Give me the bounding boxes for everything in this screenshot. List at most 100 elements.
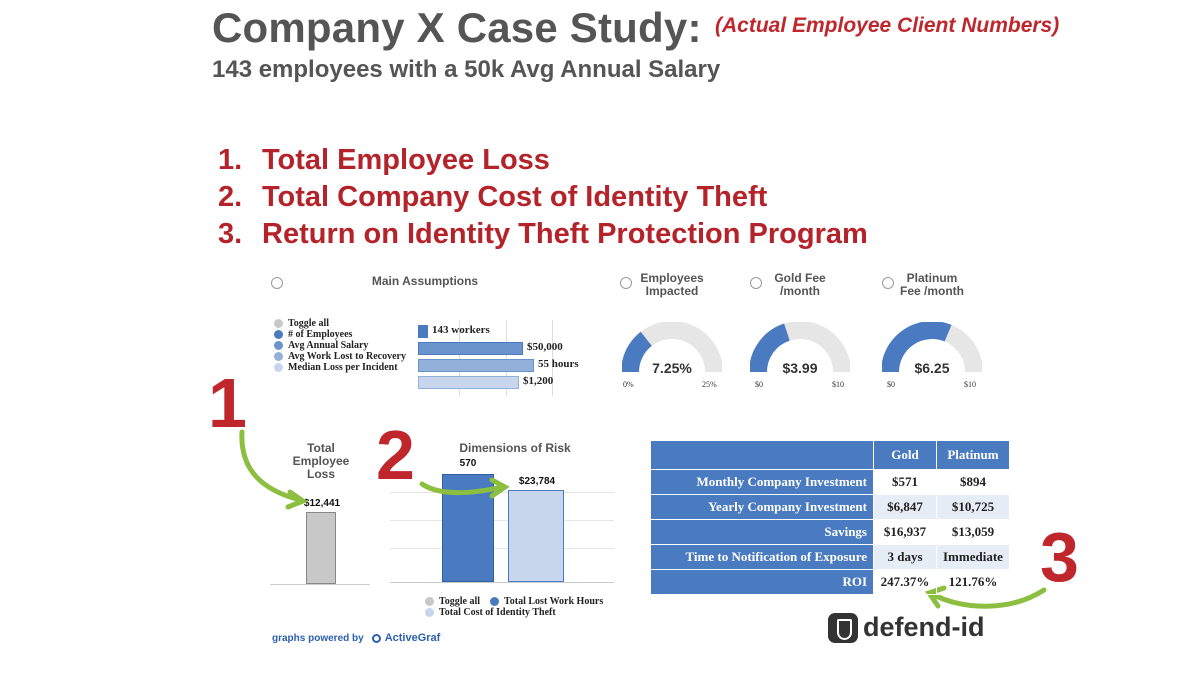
gauge-max: $10 bbox=[832, 380, 844, 389]
gauge-fill bbox=[882, 322, 952, 373]
assumption-bar-employees[interactable] bbox=[418, 325, 428, 338]
legend-median-loss[interactable]: Median Loss per Incident bbox=[274, 362, 406, 373]
risk-bar-cost[interactable] bbox=[508, 490, 564, 582]
table-row: Savings $16,937 $13,059 bbox=[650, 519, 1010, 545]
arrow-one bbox=[239, 429, 303, 503]
risk-legend: Toggle all Total Lost Work Hours Total C… bbox=[425, 596, 615, 618]
page-subtitle: 143 employees with a 50k Avg Annual Sala… bbox=[212, 56, 721, 83]
roi-header-gold: Gold bbox=[873, 440, 937, 470]
main-assumptions-legend: Toggle all # of Employees Avg Annual Sal… bbox=[274, 318, 406, 373]
table-row: Time to Notification of Exposure 3 days … bbox=[650, 544, 1010, 570]
gauge-title-line: Impacted bbox=[645, 284, 699, 298]
employee-loss-data-label: $12,441 bbox=[303, 498, 341, 509]
history-icon[interactable] bbox=[882, 277, 894, 289]
legend-lost-hours[interactable]: Total Lost Work Hours bbox=[490, 596, 603, 607]
goal-item: 2. Total Company Cost of Identity Theft bbox=[218, 179, 868, 216]
assumption-bar-salary[interactable] bbox=[418, 342, 523, 355]
gauge-min: $0 bbox=[755, 380, 763, 389]
legend-label: Avg Work Lost to Recovery bbox=[288, 351, 406, 362]
gauge-title-line: Employees bbox=[640, 271, 704, 285]
legend-salary[interactable]: Avg Annual Salary bbox=[274, 340, 406, 351]
legend-label: # of Employees bbox=[288, 329, 353, 340]
gauge-fill bbox=[750, 323, 791, 373]
legend-dot bbox=[490, 597, 500, 606]
assumption-bar-work-lost[interactable] bbox=[418, 359, 534, 372]
roi-gold-value: 247.37% bbox=[873, 569, 937, 595]
marker-two: 2 bbox=[376, 416, 415, 494]
legend-toggle-all[interactable]: Toggle all bbox=[425, 596, 480, 607]
activegraf-link[interactable]: ActiveGraf bbox=[384, 632, 441, 644]
gauge-max: $10 bbox=[964, 380, 976, 389]
assumption-bar-label: 55 hours bbox=[538, 358, 579, 370]
gauge-gold-fee: Gold Fee/month $3.99 $0 $10 bbox=[740, 271, 860, 389]
history-icon[interactable] bbox=[271, 277, 283, 289]
assumption-bar-median-loss[interactable] bbox=[418, 376, 519, 389]
gauge-title-line: Gold Fee bbox=[774, 271, 826, 285]
assumption-bar-label: $1,200 bbox=[523, 375, 554, 387]
powered-by: graphs powered by ActiveGraf bbox=[272, 632, 440, 644]
employee-loss-chart: $12,441 bbox=[270, 474, 370, 586]
legend-label: Total Lost Work Hours bbox=[504, 596, 604, 607]
legend-label: Avg Annual Salary bbox=[288, 340, 369, 351]
table-row: ROI 247.37% 121.76% bbox=[650, 569, 1010, 595]
legend-employees[interactable]: # of Employees bbox=[274, 329, 406, 340]
roi-table: Gold Platinum Monthly Company Investment… bbox=[650, 440, 1010, 595]
gauge-min: 0% bbox=[623, 380, 634, 389]
legend-dot bbox=[425, 597, 434, 606]
gauge-platinum-fee: Platinum Fee /month $6.25 $0 $10 bbox=[872, 272, 992, 389]
roi-row-label: Yearly Company Investment bbox=[650, 494, 874, 520]
employee-loss-title: Total Employee Loss bbox=[292, 441, 350, 481]
roi-header-row: Gold Platinum bbox=[650, 440, 1010, 470]
roi-header-platinum: Platinum bbox=[936, 440, 1010, 470]
goal-number: 2. bbox=[218, 181, 243, 213]
assumption-bar-label: $50,000 bbox=[527, 341, 563, 353]
table-row: Monthly Company Investment $571 $894 bbox=[650, 469, 1010, 495]
defend-id-logo: defend-id bbox=[828, 612, 985, 643]
logo-text: defend-id bbox=[863, 612, 985, 642]
risk-data-label: 570 bbox=[459, 458, 477, 469]
goal-text: Return on Identity Theft Protection Prog… bbox=[262, 218, 868, 250]
roi-row-label: Time to Notification of Exposure bbox=[650, 544, 874, 570]
roi-gold-value: $16,937 bbox=[873, 519, 937, 545]
legend-dot bbox=[274, 330, 283, 339]
employee-loss-bar[interactable] bbox=[306, 512, 336, 584]
gauge-title: Employees Impacted bbox=[612, 272, 732, 298]
assumptions-bar-chart: 143 workers $50,000 55 hours $1,200 bbox=[414, 320, 582, 396]
arrow-three bbox=[929, 587, 1047, 609]
legend-cost[interactable]: Total Cost of Identity Theft bbox=[425, 607, 615, 618]
gauge-max: 25% bbox=[702, 380, 717, 389]
legend-label: Total Cost of Identity Theft bbox=[439, 607, 556, 618]
gauge-dial bbox=[622, 322, 722, 373]
legend-toggle-all[interactable]: Toggle all bbox=[274, 318, 406, 329]
gauge-value: 7.25% bbox=[652, 360, 692, 376]
roi-gold-value: $6,847 bbox=[873, 494, 937, 520]
assumption-bar-label: 143 workers bbox=[432, 324, 490, 336]
risk-data-label: $23,784 bbox=[518, 476, 556, 487]
gauge-title: Platinum Fee /month bbox=[872, 272, 992, 298]
goal-item: 3. Return on Identity Theft Protection Pr… bbox=[218, 216, 868, 253]
roi-platinum-value: $894 bbox=[936, 469, 1010, 495]
legend-label: Toggle all bbox=[288, 318, 330, 329]
marker-one: 1 bbox=[208, 364, 247, 442]
table-row: Yearly Company Investment $6,847 $10,725 bbox=[650, 494, 1010, 520]
gauge-dial bbox=[750, 322, 850, 373]
legend-dot bbox=[274, 363, 283, 372]
history-icon[interactable] bbox=[750, 277, 762, 289]
roi-row-label: ROI bbox=[650, 569, 874, 595]
arrow-two bbox=[419, 481, 505, 496]
legend-dot bbox=[274, 352, 283, 361]
gauge-title-line: /month bbox=[780, 284, 820, 298]
legend-dot bbox=[274, 341, 283, 350]
history-icon[interactable] bbox=[620, 277, 632, 289]
gauge-title-line: Fee /month bbox=[899, 284, 964, 298]
gauge-value: $6.25 bbox=[914, 360, 950, 376]
goal-text: Total Employee Loss bbox=[262, 144, 550, 176]
title-note: (Actual Employee Client Numbers) bbox=[715, 14, 1060, 37]
legend-dot bbox=[274, 319, 283, 328]
roi-platinum-value: $13,059 bbox=[936, 519, 1010, 545]
goals-list: 1. Total Employee Loss 2. Total Company Co… bbox=[218, 142, 868, 253]
legend-label: Median Loss per Incident bbox=[288, 362, 398, 373]
powered-by-text: graphs powered by bbox=[272, 632, 364, 644]
goal-item: 1. Total Employee Loss bbox=[218, 142, 868, 179]
legend-work-lost[interactable]: Avg Work Lost to Recovery bbox=[274, 351, 406, 362]
